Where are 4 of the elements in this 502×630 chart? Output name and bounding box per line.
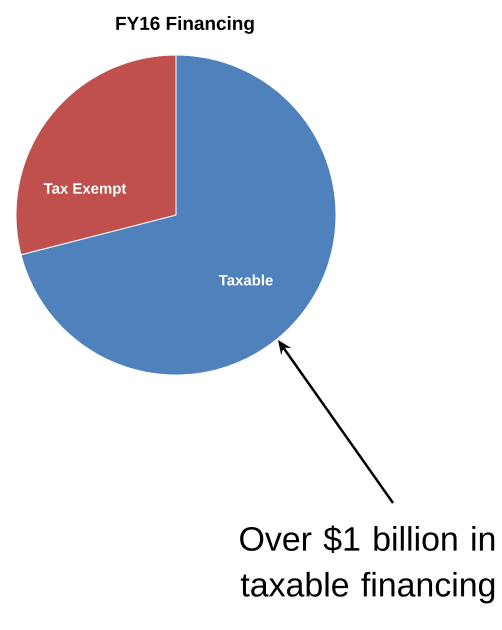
slice-label: Tax Exempt (44, 183, 126, 197)
text: Over $1 billion in taxable financing (240, 526, 494, 604)
chart-title: FY16 Financing (116, 16, 254, 34)
slice-label: Taxable (218, 274, 273, 286)
